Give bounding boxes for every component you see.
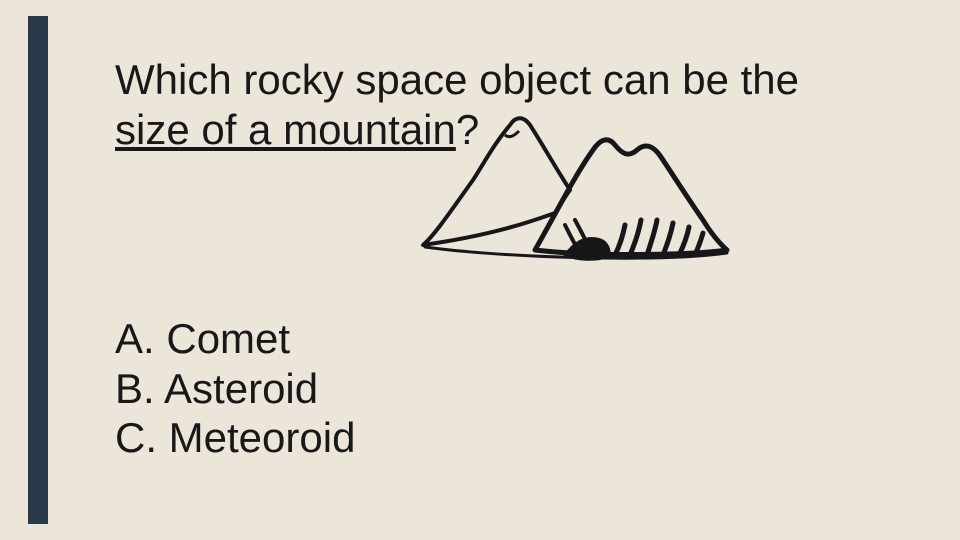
question-underlined: size of a mountain <box>115 106 456 153</box>
option-text: Meteoroid <box>169 414 356 461</box>
option-label: B. <box>115 365 155 412</box>
question-line1: Which rocky space object can be the <box>115 56 799 103</box>
answer-options: A. Comet B. Asteroid C. Meteoroid <box>115 314 900 463</box>
option-text: Comet <box>166 315 290 362</box>
mountain-icon <box>415 105 735 280</box>
option-c: C. Meteoroid <box>115 413 900 463</box>
option-label: A. <box>115 315 155 362</box>
option-b: B. Asteroid <box>115 364 900 414</box>
option-text: Asteroid <box>164 365 318 412</box>
option-a: A. Comet <box>115 314 900 364</box>
option-label: C. <box>115 414 157 461</box>
accent-bar <box>28 16 48 524</box>
